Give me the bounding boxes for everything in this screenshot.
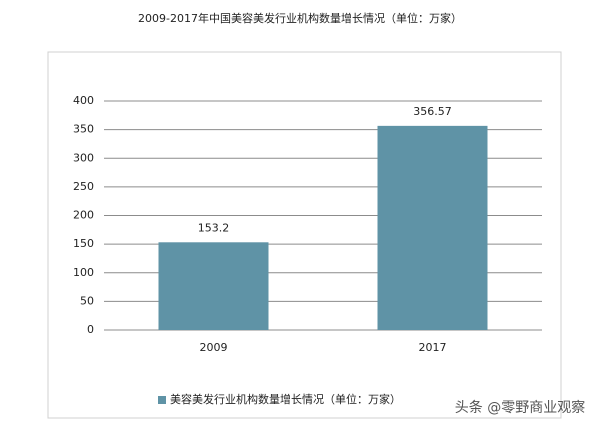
legend-label: 美容美发行业机构数量增长情况（单位：万家） (170, 392, 401, 406)
x-tick-label: 2009 (200, 341, 228, 354)
y-tick-label: 350 (73, 123, 94, 136)
data-label: 153.2 (198, 221, 230, 234)
y-tick-label: 100 (73, 266, 94, 279)
y-tick-label: 200 (73, 209, 94, 222)
y-tick-label: 50 (80, 294, 94, 307)
y-tick-label: 0 (87, 323, 94, 336)
chart-frame (47, 51, 562, 419)
legend-swatch (158, 396, 166, 404)
x-tick-label: 2017 (419, 341, 447, 354)
y-tick-label: 150 (73, 237, 94, 250)
y-tick-label: 300 (73, 151, 94, 164)
bar (377, 125, 488, 330)
chart-title: 2009-2017年中国美容美发行业机构数量增长情况（单位：万家） (138, 11, 462, 25)
bar (158, 242, 269, 330)
watermark: 头条 @零野商业观察 (455, 399, 585, 416)
data-label: 356.57 (413, 105, 452, 118)
y-tick-label: 250 (73, 180, 94, 193)
y-tick-label: 400 (73, 94, 94, 107)
